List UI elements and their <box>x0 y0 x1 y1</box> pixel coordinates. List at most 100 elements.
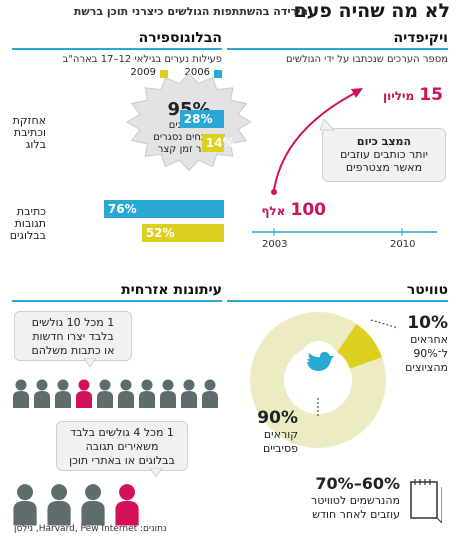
twitter-active-pct: 10% <box>407 313 448 333</box>
journalism-title: עיתונות אזרחית <box>121 282 222 298</box>
twitter-active-line2: ל־90% <box>413 347 448 360</box>
wikipedia-end-number: 15 <box>419 85 443 105</box>
bar-label-2009-comments: 52% <box>145 226 175 240</box>
wikipedia-start-unit: אלף <box>261 204 286 218</box>
bar-label-2009-blog: 14% <box>205 136 235 150</box>
category-comments-line1: כתיבת <box>16 205 46 218</box>
twitter-title: טוויטר <box>406 282 448 298</box>
calendar-icon-page <box>410 481 438 519</box>
person-icon <box>139 379 155 408</box>
wikipedia-growth-arrow <box>351 88 363 98</box>
wikipedia-callout-line2: מאשר מצטרפים <box>345 161 423 174</box>
twitter-passive-line1: קוראים <box>263 428 298 441</box>
wikipedia-year-end: 2010 <box>390 239 416 250</box>
category-blog-line3: בלוג <box>25 138 46 151</box>
twitter-quit-label: 70%–60% מהנרשמים לטוויטר עוזבים לאחר חוד… <box>260 474 400 522</box>
person-icon <box>181 379 197 408</box>
person-icon <box>34 379 50 408</box>
wikipedia-subtitle: מספר הערכים שנכתבו על ידי הגולשים <box>285 54 448 65</box>
twitter-active-line1: אחראים <box>410 333 448 346</box>
legend-swatch-2009 <box>160 70 168 78</box>
twitter-active-label: 10% אחראים ל־90% מהציוצים <box>386 313 448 375</box>
burst-line2: שנפתחים נסגרים <box>153 132 225 143</box>
person-icon <box>13 379 29 408</box>
people-row-1 <box>12 378 224 410</box>
bubble1-line3: או כתבות משלהם <box>31 344 115 357</box>
legend-label-2009: 2009 <box>130 67 156 78</box>
wikipedia-start-value: 100 אלף <box>261 200 326 220</box>
twitter-rule <box>227 300 448 302</box>
footer-source: נתונים: Harvard, Pew Internet, נילסן <box>14 524 167 534</box>
calendar-icon-fold <box>436 487 442 523</box>
bubble1-line1: 1 מכל 10 גולשים <box>31 316 115 329</box>
calendar-icon-rings <box>414 479 431 485</box>
blogosphere-subtitle: פעילות נערים בגילאי 12–17 בארה"ב <box>62 54 222 65</box>
bubble2-line1: 1 מכל 4 גולשים בלבד <box>70 426 174 439</box>
person-icon-highlight <box>76 379 92 408</box>
person-icon <box>81 484 105 526</box>
twitter-passive-pct: 90% <box>257 408 298 428</box>
twitter-active-line3: מהציוצים <box>405 361 448 374</box>
bubble2-line2: משאירים תגובה <box>85 440 159 453</box>
wikipedia-year-start: 2003 <box>262 239 288 250</box>
person-icon <box>160 379 176 408</box>
category-blog-line1: אחזקת <box>12 114 46 127</box>
calendar-icon <box>410 479 442 523</box>
wikipedia-callout: המצב כיום יותר כותבים עוזבים מאשר מצטרפי… <box>322 128 446 182</box>
blogosphere-legend: 2006 2009 <box>12 67 222 81</box>
person-icon <box>55 379 71 408</box>
bar-2006-blog <box>179 110 224 128</box>
journalism-bubble-2: 1 מכל 4 גולשים בלבד משאירים תגובה בבלוגי… <box>56 421 188 471</box>
donut-leader-active <box>370 319 398 329</box>
wikipedia-start-number: 100 <box>290 200 327 220</box>
person-icon-highlight <box>115 484 139 526</box>
bar-2009-comments <box>141 224 224 242</box>
bubble2-line3: בבלוגים או באתרי תוכן <box>69 454 175 467</box>
journalism-bubble-1: 1 מכל 10 גולשים בלבד יצרו חדשות או כתבות… <box>14 311 132 361</box>
wikipedia-growth-curve <box>273 91 358 191</box>
wikipedia-callout-pointer <box>319 119 336 131</box>
person-icon <box>97 379 113 408</box>
bar-2009-blog <box>201 134 224 152</box>
burst-line3: לאחר זמן קצר <box>157 144 221 155</box>
twitter-bird-icon <box>300 341 338 379</box>
wikipedia-callout-line1: יותר כותבים עוזבים <box>340 148 428 161</box>
journalism-rule <box>12 300 222 302</box>
person-icon <box>202 379 218 408</box>
category-label-comments: כתיבת תגובות בבלוגים <box>10 206 46 242</box>
bar-label-2006-comments: 76% <box>107 202 137 216</box>
legend-label-2006: 2006 <box>184 67 210 78</box>
wikipedia-title: ויקיפדיה <box>393 30 448 46</box>
wikipedia-end-value: 15 מיליון <box>383 85 443 105</box>
bubble1-pointer <box>84 358 97 368</box>
twitter-donut-chart <box>249 311 398 448</box>
twitter-quit-line2: עוזבים לאחר חודש <box>312 508 400 521</box>
donut-segment-passive <box>249 311 386 448</box>
category-comments-line3: בבלוגים <box>9 229 46 242</box>
wikipedia-callout-title: המצב כיום <box>356 135 412 148</box>
bubble1-line2: בלבד יצרו חדשות <box>32 330 114 343</box>
category-blog-line2: וכתיבת <box>13 126 46 139</box>
donut-segment-active <box>337 323 383 369</box>
wikipedia-end-unit: מיליון <box>382 89 415 103</box>
bird-icon-body <box>307 351 334 371</box>
category-comments-line2: תגובות <box>14 217 46 230</box>
twitter-passive-label: 90% קוראים פסיביים <box>238 408 298 456</box>
person-icon <box>47 484 71 526</box>
category-label-blog: אחזקת וכתיבת בלוג <box>13 115 46 151</box>
person-icon <box>13 484 37 526</box>
legend-swatch-2006 <box>214 70 222 78</box>
twitter-quit-line1: מהנרשמים לטוויטר <box>311 494 400 507</box>
blogosphere-title: הבלוגוספירה <box>138 30 222 46</box>
twitter-quit-pct: 70%–60% <box>315 474 400 493</box>
wikipedia-start-point <box>271 189 277 195</box>
page-subtitle: הירידה בהשתתפות הגולשים כיצרני תוכן ברשת <box>73 5 308 18</box>
wikipedia-growth-chart <box>252 88 437 236</box>
bubble2-pointer <box>150 468 163 478</box>
bar-2006-comments <box>103 200 224 218</box>
people-row-2 <box>12 482 192 526</box>
person-icon <box>118 379 134 408</box>
page-title: לא מה שהיה פעם <box>293 0 450 22</box>
wikipedia-rule <box>227 48 448 50</box>
bar-label-2006-blog: 28% <box>183 112 213 126</box>
